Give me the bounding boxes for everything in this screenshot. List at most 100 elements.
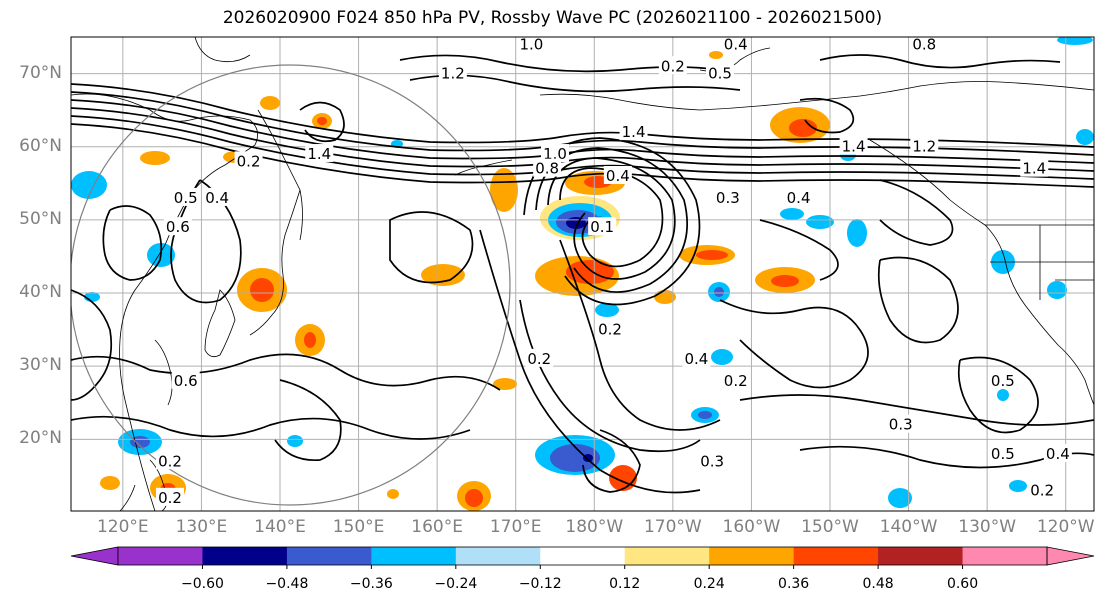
contour-label: 1.4 — [842, 138, 866, 156]
contour-label: 0.5 — [991, 445, 1015, 463]
contour-label-background — [658, 56, 687, 75]
contour-label-background — [171, 370, 200, 389]
contour-label: 1.0 — [519, 35, 543, 53]
colorbar-tick-label: −0.60 — [181, 576, 224, 592]
longitude-label: 120°W — [1036, 517, 1095, 537]
colorbar-tick-label: −0.36 — [349, 576, 393, 592]
colorbar-segment — [540, 547, 626, 565]
colorbar-segment — [202, 547, 288, 565]
contour-label-background — [203, 187, 232, 206]
colorbar-segment — [455, 547, 541, 565]
contour-label: 0.6 — [166, 218, 190, 236]
colorbar-frame — [117, 546, 1048, 566]
contour-label-background — [682, 348, 711, 367]
contour-label-background — [721, 37, 750, 53]
contour-label-background — [163, 217, 192, 236]
longitude-label: 160°W — [722, 517, 781, 537]
contour-label: 1.2 — [441, 65, 465, 83]
contour-label-background — [721, 370, 750, 389]
contour-label-background — [438, 63, 467, 82]
contour-label-background — [305, 144, 334, 163]
contour-label: 0.2 — [724, 372, 748, 390]
colorbar-tick-label: 0.48 — [862, 576, 894, 592]
contour-label: 0.8 — [912, 35, 936, 53]
colorbar-tick-label: 0.24 — [693, 576, 725, 592]
contour-label: 0.3 — [889, 416, 913, 434]
contour-label-background — [603, 165, 632, 184]
contour-label-background — [910, 37, 939, 53]
colorbar-tick-label: 0.12 — [609, 576, 641, 592]
colorbar-segment — [709, 547, 795, 565]
contour-label: 0.2 — [158, 489, 182, 507]
colorbar-tick-label: −0.48 — [265, 576, 309, 592]
contour-label-background — [619, 122, 648, 141]
contour-label: 0.2 — [527, 350, 551, 368]
contour-label: 0.2 — [237, 152, 261, 170]
contour-label: 0.4 — [787, 189, 811, 207]
contour-label-background — [784, 187, 813, 206]
contour-label-background — [171, 187, 200, 206]
longitude-label: 170°E — [489, 517, 542, 537]
longitude-label: 150°E — [332, 517, 385, 537]
colorbar-tick-label: −0.24 — [434, 576, 478, 592]
contour-label: 0.4 — [724, 35, 748, 53]
contour-label: 0.4 — [205, 189, 229, 207]
latitude-label: 40°N — [19, 282, 62, 303]
longitude-label: 120°E — [96, 517, 149, 537]
colorbar-segment — [878, 547, 964, 565]
colorbar-segment — [624, 547, 710, 565]
contour-label-background — [1028, 480, 1057, 499]
contour-label-background — [988, 443, 1017, 462]
reference-circle — [71, 64, 511, 506]
contour-label-background — [234, 151, 263, 170]
longitude-label: 150°W — [801, 517, 859, 537]
contour-label: 0.1 — [590, 218, 614, 236]
contour-label: 0.2 — [158, 452, 182, 470]
contour-label: 0.6 — [174, 372, 198, 390]
colorbar-segment — [286, 547, 372, 565]
longitude-label: 130°E — [175, 517, 228, 537]
contour-label: 0.2 — [598, 321, 622, 339]
contour-label: 0.8 — [535, 160, 559, 178]
contour-label-background — [156, 451, 184, 470]
contour-label: 0.5 — [174, 189, 198, 207]
contour-label-background — [588, 217, 617, 236]
contour-label-background — [1043, 443, 1072, 462]
contour-label-background — [988, 370, 1017, 389]
latitude-label: 20°N — [19, 428, 62, 449]
colorbar-segment — [371, 547, 457, 565]
contour-label-background — [156, 487, 184, 506]
longitude-label: 170°W — [643, 517, 702, 537]
colorbar-extend-low — [70, 546, 119, 566]
contour-labels: 1.0 0.4 0.8 1.2 0.5 0.2 1.4 1.0 1.4 1.4 1.2 1.4 0.2 0… — [156, 35, 1072, 507]
longitude-label: 140°W — [879, 517, 938, 537]
colorbar-tick-label: 0.36 — [778, 576, 810, 592]
contour-label: 1.4 — [307, 145, 331, 163]
contour-label-background — [839, 136, 868, 155]
latitude-label: 50°N — [19, 208, 62, 229]
contour-label: 0.3 — [716, 189, 740, 207]
colorbar-segment — [962, 547, 1048, 565]
contour-label-background — [541, 144, 569, 163]
contour-label-background — [517, 37, 546, 53]
contour-label-background — [525, 348, 554, 367]
contour-label: 0.2 — [1030, 482, 1054, 500]
contour-label: 0.3 — [700, 452, 724, 470]
longitude-label: 140°E — [254, 517, 306, 537]
contour-label: 1.4 — [622, 123, 646, 141]
contour-label-background — [713, 187, 742, 206]
map-title: 2026020900 F024 850 hPa PV, Rossby Wave … — [222, 8, 883, 28]
pv-shading-layer — [71, 37, 1094, 511]
longitude-label: 130°W — [958, 517, 1017, 537]
contour-label-background — [910, 136, 939, 155]
latitude-label: 70°N — [19, 62, 62, 83]
colorbar-tick-label: 0.60 — [946, 576, 979, 592]
contour-label: 0.4 — [606, 167, 630, 185]
contour-label-background — [886, 414, 915, 433]
colorbar-segment — [118, 547, 203, 565]
contour-label: 0.4 — [684, 350, 708, 368]
contour-label-background — [706, 63, 734, 82]
longitude-label: 160°E — [411, 517, 463, 537]
contour-label: 0.2 — [661, 57, 685, 75]
